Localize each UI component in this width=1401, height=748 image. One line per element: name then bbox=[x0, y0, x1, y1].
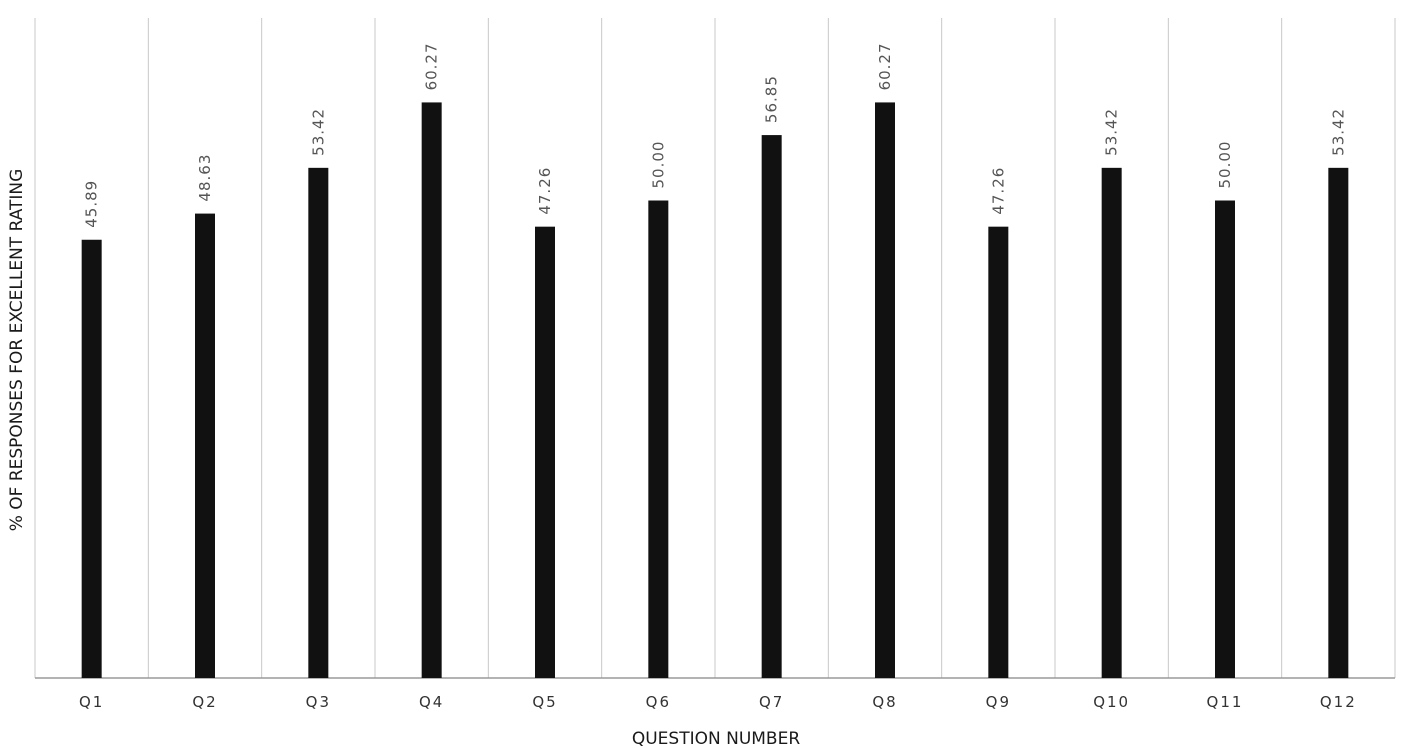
bar-q10 bbox=[1101, 167, 1122, 679]
y-axis-title: % OF RESPONSES FOR EXCELLENT RATING bbox=[7, 169, 27, 532]
tick-label-q10: Q10 bbox=[1093, 693, 1130, 711]
data-label-q1: 45.89 bbox=[83, 180, 101, 228]
bar-q3 bbox=[308, 167, 329, 679]
data-label-q10: 53.42 bbox=[1103, 108, 1121, 156]
tick-label-q4: Q4 bbox=[419, 693, 444, 711]
gridlines bbox=[34, 18, 1396, 678]
data-label-q3: 53.42 bbox=[309, 108, 327, 156]
bars bbox=[81, 102, 1349, 679]
data-label-q9: 47.26 bbox=[989, 167, 1007, 215]
bar-q8 bbox=[875, 102, 895, 678]
tick-label-q1: Q1 bbox=[79, 693, 104, 711]
data-label-q7: 56.85 bbox=[763, 75, 781, 123]
tick-label-q6: Q6 bbox=[646, 693, 671, 711]
data-label-q11: 50.00 bbox=[1216, 141, 1234, 189]
x-axis-title: QUESTION NUMBER bbox=[632, 729, 800, 748]
x-tick-labels: Q1 Q2 Q3 Q4 Q5 Q6 Q7 Q8 Q9 Q10 Q11 Q12 bbox=[79, 693, 1357, 711]
tick-label-q2: Q2 bbox=[192, 693, 217, 711]
data-label-q4: 60.27 bbox=[423, 42, 441, 90]
bar-q1 bbox=[81, 239, 102, 679]
tick-label-q8: Q8 bbox=[872, 693, 897, 711]
bar-q7 bbox=[761, 135, 782, 678]
tick-label-q7: Q7 bbox=[759, 693, 784, 711]
bar-q2 bbox=[195, 213, 215, 678]
bar-q5 bbox=[535, 226, 555, 679]
data-label-q12: 53.42 bbox=[1329, 108, 1347, 156]
data-labels: 45.89 48.63 53.42 60.27 47.26 50.00 56.85 60.27… bbox=[83, 42, 1348, 227]
bar-q11 bbox=[1215, 200, 1235, 678]
data-label-q2: 48.63 bbox=[196, 154, 214, 202]
data-label-q5: 47.26 bbox=[536, 167, 554, 215]
data-label-q8: 60.27 bbox=[876, 42, 894, 90]
tick-label-q11: Q11 bbox=[1207, 693, 1244, 711]
bar-q12 bbox=[1328, 167, 1349, 679]
tick-label-q5: Q5 bbox=[532, 693, 557, 711]
tick-label-q9: Q9 bbox=[986, 693, 1011, 711]
tick-label-q12: Q12 bbox=[1320, 693, 1357, 711]
data-label-q6: 50.00 bbox=[649, 141, 667, 189]
bar-q6 bbox=[648, 200, 669, 678]
bar-q9 bbox=[988, 226, 1009, 679]
bar-q4 bbox=[421, 102, 442, 678]
tick-label-q3: Q3 bbox=[306, 693, 331, 711]
